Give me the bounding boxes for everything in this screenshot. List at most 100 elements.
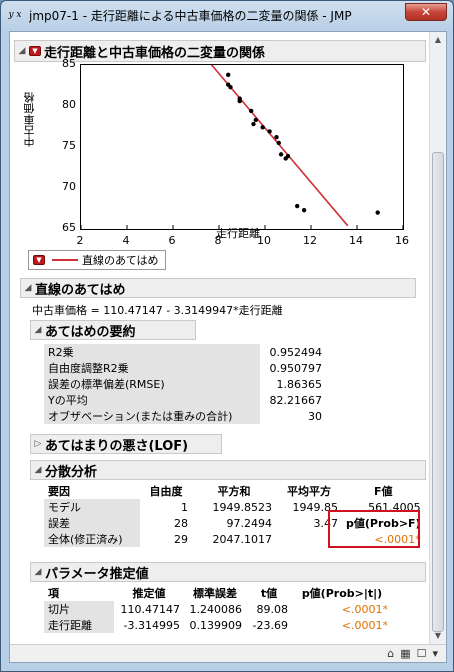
p-value-cell: <.0001* — [341, 618, 388, 632]
df-cell: 28 — [174, 516, 188, 530]
table-row: 誤差 28 97.2494 3.47 p値(Prob>F) — [44, 515, 425, 531]
collapse-triangle-icon[interactable]: ◢ — [18, 46, 26, 56]
table-row: オブザベーション(または重みの合計) 30 — [44, 408, 326, 424]
row-value: 0.952494 — [269, 345, 323, 359]
column-header: 平方和 — [217, 485, 251, 498]
expand-triangle-icon[interactable]: ▷ — [34, 439, 42, 449]
parameter-estimates-table: 項 推定値 標準誤差 t値 p値(Prob>|t|) 切片 110.47147 1.24008… — [44, 585, 392, 633]
y-tick-label: 70 — [62, 180, 76, 193]
data-point[interactable] — [267, 129, 272, 134]
x-tick-label: 10 — [257, 234, 271, 247]
df-cell: 1 — [181, 500, 188, 514]
f-cell: <.0001* — [374, 532, 421, 546]
table-row: 走行距離 -3.314995 0.139909 -23.69 <.0001* — [44, 617, 392, 633]
status-bar: ⌂ ▦ ☐ ▾ — [10, 644, 446, 662]
data-point[interactable] — [295, 203, 300, 209]
ss-cell: 97.2494 — [226, 516, 273, 530]
window-list-icon[interactable]: ☐ — [416, 647, 427, 660]
x-tick-label: 8 — [214, 234, 222, 247]
data-point[interactable] — [260, 125, 265, 130]
scroll-down-icon[interactable]: ▼ — [434, 631, 442, 640]
data-point[interactable] — [228, 84, 233, 90]
title-bar[interactable]: y x jmp07-1 - 走行距離による中古車価格の二変量の関係 - JMP … — [1, 1, 453, 29]
window-title: jmp07-1 - 走行距離による中古車価格の二変量の関係 - JMP — [29, 8, 352, 23]
source-cell: 全体(修正済み) — [44, 531, 140, 547]
row-value: 82.21667 — [269, 393, 323, 407]
x-tick-label: 4 — [122, 234, 130, 247]
close-button[interactable]: ✕ — [405, 3, 447, 21]
y-tick-label: 85 — [62, 57, 76, 70]
lack-of-fit-header[interactable]: ▷ あてはまりの悪さ(LOF) — [30, 434, 222, 454]
y-tick-label: 80 — [62, 98, 76, 111]
table-row: 誤差の標準偏差(RMSE) 1.86365 — [44, 376, 326, 392]
report-title: 走行距離と中古車価格の二変量の関係 — [44, 45, 266, 61]
anova-table: 要因 自由度 平方和 平均平方 F値 モデル 1 1949.8523 1949.85 561.40… — [44, 483, 425, 547]
scroll-thumb[interactable] — [432, 152, 444, 632]
data-point[interactable] — [375, 210, 380, 215]
data-point[interactable] — [237, 98, 242, 104]
summary-of-fit-header[interactable]: ◢ あてはめの要約 — [30, 320, 196, 340]
data-point[interactable] — [226, 72, 231, 78]
legend-menu-icon[interactable]: ▼ — [33, 255, 45, 265]
column-header: 標準誤差 — [193, 587, 237, 600]
row-label: 自由度調整R2乗 — [44, 360, 260, 376]
x-tick-label: 2 — [76, 234, 84, 247]
source-cell: 誤差 — [44, 515, 140, 531]
table-row: R2乗 0.952494 — [44, 344, 326, 360]
fit-legend[interactable]: ▼ 直線のあてはめ — [28, 250, 166, 270]
x-tick-label: 16 — [395, 234, 409, 247]
anova-header[interactable]: ◢ 分散分析 — [30, 460, 426, 480]
row-value: 1.86365 — [276, 377, 323, 391]
collapse-triangle-icon[interactable]: ◢ — [34, 567, 42, 577]
data-point[interactable] — [274, 134, 279, 140]
linear-fit-header[interactable]: ◢ 直線のあてはめ — [20, 278, 416, 298]
fit-equation: 中古車価格 = 110.47147 - 3.3149947*走行距離 — [32, 304, 283, 317]
row-label: 誤差の標準偏差(RMSE) — [44, 376, 260, 392]
t-ratio-cell: 89.08 — [256, 602, 289, 616]
report-content: ◢ ▼ 走行距離と中古車価格の二変量の関係 中古車価格 65 70 75 80 85 2… — [10, 32, 430, 644]
data-point[interactable] — [301, 207, 307, 213]
report-client: ◢ ▼ 走行距離と中古車価格の二変量の関係 中古車価格 65 70 75 80 85 2… — [9, 31, 447, 663]
red-triangle-menu-icon[interactable]: ▼ — [29, 46, 41, 56]
home-icon[interactable]: ⌂ — [387, 647, 395, 660]
plot-svg — [81, 65, 403, 229]
estimate-cell: -3.314995 — [123, 618, 180, 632]
highlight-box — [328, 510, 420, 548]
parameter-estimates-header[interactable]: ◢ パラメータ推定値 — [30, 562, 426, 582]
df-cell: 29 — [174, 532, 188, 546]
collapse-triangle-icon[interactable]: ◢ — [34, 325, 42, 335]
vertical-scrollbar[interactable]: ▲ ▼ — [429, 32, 446, 644]
lack-of-fit-title: あてはまりの悪さ(LOF) — [45, 438, 189, 454]
ms-cell: 1949.85 — [292, 500, 339, 514]
data-point[interactable] — [278, 152, 284, 157]
scroll-up-icon[interactable]: ▲ — [434, 35, 442, 44]
row-label: Yの平均 — [44, 392, 260, 408]
collapse-triangle-icon[interactable]: ◢ — [34, 465, 42, 475]
collapse-triangle-icon[interactable]: ◢ — [24, 283, 32, 293]
scatter-plot[interactable] — [80, 64, 404, 230]
term-cell: 走行距離 — [44, 617, 114, 633]
legend-label: 直線のあてはめ — [82, 254, 159, 267]
t-ratio-cell: -23.69 — [252, 618, 288, 632]
data-point[interactable] — [253, 117, 258, 123]
data-point[interactable] — [283, 156, 288, 161]
data-point[interactable] — [251, 121, 256, 127]
column-header: p値(Prob>|t|) — [301, 587, 383, 600]
report-header[interactable]: ◢ ▼ 走行距離と中古車価格の二変量の関係 — [14, 40, 426, 62]
y-axis-label: 中古車価格 — [23, 92, 36, 147]
data-point[interactable] — [276, 140, 281, 146]
std-error-cell: 1.240086 — [189, 602, 243, 616]
dropdown-icon[interactable]: ▾ — [432, 647, 438, 660]
jmp-app-icon: y x — [8, 10, 22, 20]
column-header: t値 — [260, 587, 278, 600]
x-tick-label: 14 — [349, 234, 363, 247]
table-header-row: 項 推定値 標準誤差 t値 p値(Prob>|t|) — [44, 585, 392, 601]
linear-fit-title: 直線のあてはめ — [35, 282, 126, 298]
grid-icon[interactable]: ▦ — [400, 647, 411, 660]
table-row: 自由度調整R2乗 0.950797 — [44, 360, 326, 376]
y-tick-label: 65 — [62, 221, 76, 234]
ms-cell: 3.47 — [313, 516, 339, 530]
data-point[interactable] — [249, 108, 254, 114]
summary-of-fit-title: あてはめの要約 — [45, 324, 136, 340]
